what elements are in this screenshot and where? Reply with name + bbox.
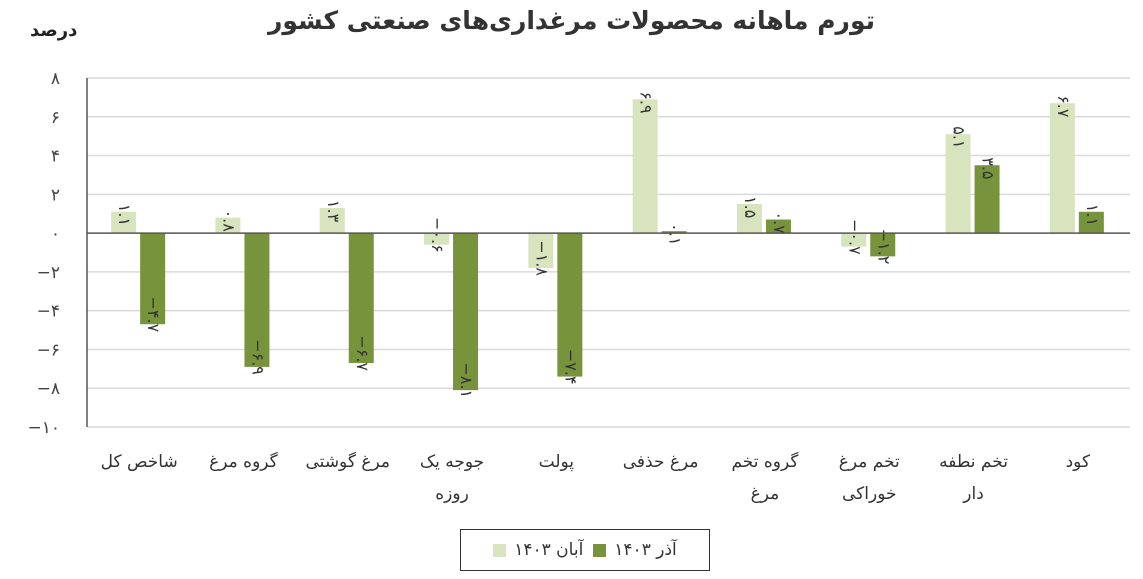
y-tick-label: ۰ <box>51 224 60 244</box>
legend-item-azar: آذر ۱۴۰۳ <box>593 540 677 560</box>
bar-aban <box>632 99 658 234</box>
category-label: کود <box>1066 452 1091 472</box>
bar-azar <box>870 233 896 257</box>
data-label: ۱.۱ <box>1083 204 1102 226</box>
data-label: ۱.۳ <box>324 200 343 223</box>
category-label: شاخص کل <box>101 452 178 472</box>
data-label: −۰.۶ <box>428 217 447 253</box>
category-label: گروه مرغ <box>209 451 279 472</box>
legend-label-aban: آبان ۱۴۰۳ <box>514 540 584 560</box>
bar-azar <box>244 233 270 367</box>
data-label: ۵.۱ <box>950 126 969 148</box>
bar-azar <box>974 165 1000 234</box>
data-label: ۰.۸ <box>219 210 238 233</box>
bar-aban <box>528 233 554 269</box>
legend-item-aban: آبان ۱۴۰۳ <box>493 540 583 560</box>
bar-azar <box>348 233 374 364</box>
bar-aban <box>424 233 450 245</box>
data-label: ۳.۵ <box>979 157 998 179</box>
bar-azar <box>1078 211 1104 234</box>
data-label: −۸.۱ <box>457 362 476 398</box>
data-label: −۶.۹ <box>248 339 267 375</box>
chart-title: تورم ماهانه محصولات مرغداری‌های صنعتی کش… <box>267 6 876 35</box>
bar-aban <box>319 207 345 234</box>
data-label: ۰.۷ <box>770 212 789 235</box>
y-tick-label: −۲ <box>37 263 60 283</box>
bar-aban <box>1049 103 1075 234</box>
category-label: گروه تخم <box>731 451 799 472</box>
y-tick-label: −۸ <box>37 379 60 399</box>
bar-aban <box>215 217 241 234</box>
category-label: خوراکی <box>842 484 897 504</box>
category-label: مرغ گوشتی <box>306 451 390 472</box>
bar-aban <box>841 233 867 247</box>
data-label: −۴.۷ <box>144 297 163 333</box>
legend: آبان ۱۴۰۳ آذر ۱۴۰۳ <box>460 529 710 571</box>
bar-azar <box>557 233 583 377</box>
bar-aban <box>111 211 137 234</box>
category-label: مرغ <box>751 484 780 504</box>
y-tick-label: −۶ <box>37 340 60 360</box>
category-label: مرغ حذفی <box>623 452 699 472</box>
data-label: ۶.۷ <box>1054 95 1073 118</box>
y-tick-label: ۶ <box>51 108 60 128</box>
bar-azar <box>453 233 479 391</box>
data-label: −۷.۴ <box>561 349 580 385</box>
legend-swatch-azar <box>593 543 607 557</box>
y-tick-label: ۲ <box>51 185 60 205</box>
data-label: −۰.۷ <box>845 219 864 255</box>
y-tick-label: −۴ <box>37 302 60 322</box>
data-label: ۶.۹ <box>637 91 656 113</box>
bar-azar <box>661 231 687 234</box>
y-tick-label: ۸ <box>51 69 60 89</box>
data-label: ۰.۱ <box>666 223 685 245</box>
bar-aban <box>736 204 762 234</box>
category-label: تخم نطفه <box>939 452 1008 472</box>
bar-azar <box>765 219 791 234</box>
data-label: −۱.۲ <box>874 229 893 265</box>
bar-azar <box>140 233 166 325</box>
category-label: جوجه یک <box>420 452 484 472</box>
data-label: −۶.۷ <box>353 335 372 371</box>
category-label: پولت <box>539 452 575 472</box>
y-tick-label: −۱۰ <box>27 418 60 438</box>
legend-label-azar: آذر ۱۴۰۳ <box>614 540 677 560</box>
category-label: تخم مرغ <box>839 452 900 472</box>
y-tick-label: ۴ <box>51 147 60 167</box>
data-label: ۱.۱ <box>115 204 134 226</box>
data-label: ۱.۵ <box>741 196 760 218</box>
y-axis-label: درصد <box>30 20 78 41</box>
legend-swatch-aban <box>493 543 507 557</box>
category-label: روزه <box>435 484 469 504</box>
category-label: دار <box>962 484 984 504</box>
data-label: −۱.۸ <box>532 240 551 276</box>
bar-aban <box>945 134 971 234</box>
